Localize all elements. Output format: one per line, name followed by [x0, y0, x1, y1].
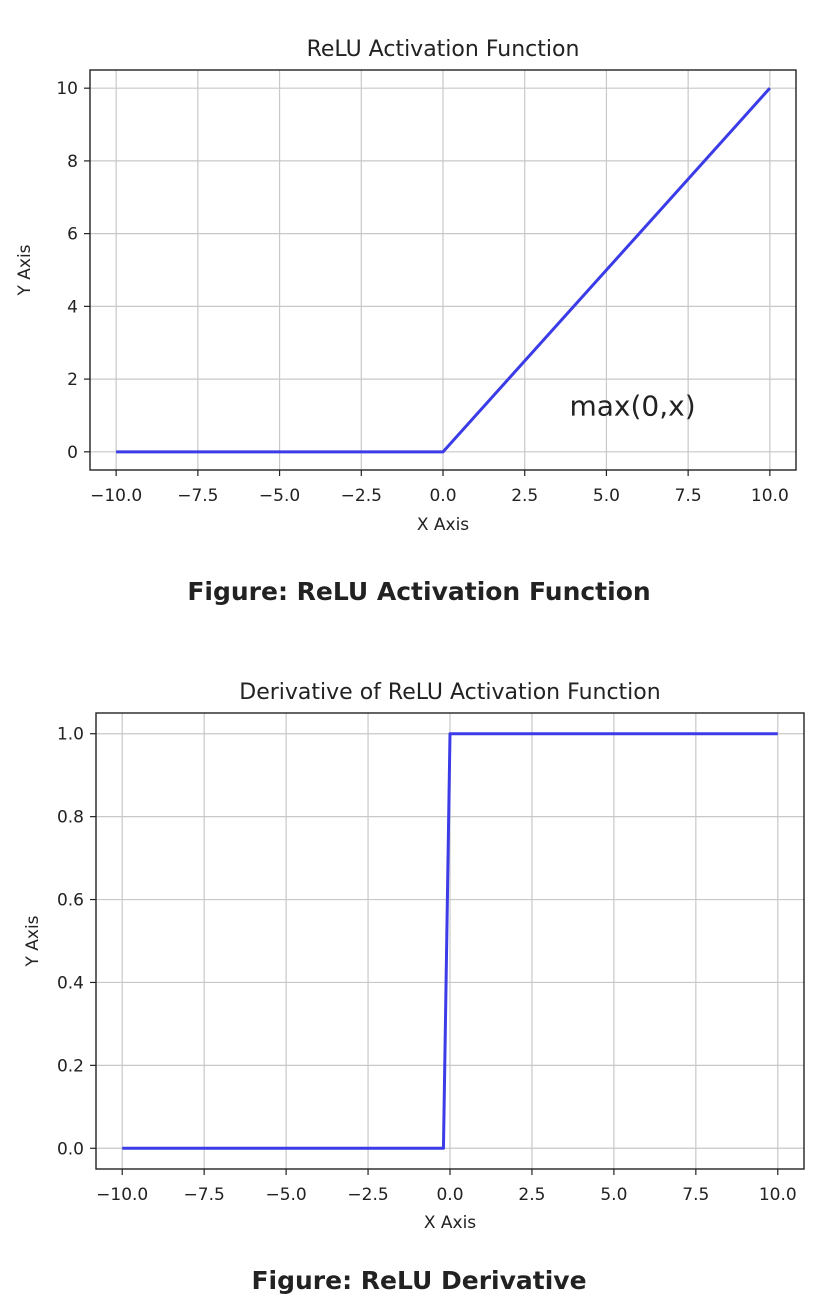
relu-x-tick-label: −7.5 — [177, 486, 218, 506]
relu-derivative-figure-caption: Figure: ReLU Derivative — [251, 1266, 587, 1295]
relu-y-axis-label: Y Axis — [15, 244, 35, 296]
relu-x-tick-label: 7.5 — [675, 486, 702, 506]
relu-x-tick-label: −10.0 — [90, 486, 142, 506]
relu-figure-caption: Figure: ReLU Activation Function — [187, 577, 651, 606]
relu-y-tick-label: 10 — [56, 79, 78, 99]
relu-derivative-y-tick-label: 0.2 — [57, 1056, 84, 1076]
relu-derivative-chart: −10.0 −7.5 −5.0 −2.5 0.0 2.5 5.0 7.5 10.0 0.0 0.2 0… — [23, 680, 805, 1233]
relu-x-axis-label: X Axis — [417, 515, 469, 535]
relu-x-tick-label: −2.5 — [341, 486, 382, 506]
relu-derivative-chart-title: Derivative of ReLU Activation Function — [239, 680, 660, 705]
relu-derivative-y-tick-label: 0.4 — [57, 973, 84, 993]
relu-series-line — [116, 87, 771, 454]
relu-derivative-y-tick-label: 1.0 — [57, 725, 84, 745]
relu-derivative-x-tick-label: −7.5 — [184, 1185, 225, 1205]
relu-derivative-x-axis-label: X Axis — [424, 1213, 476, 1233]
relu-chart-title: ReLU Activation Function — [307, 37, 580, 62]
relu-x-tick-label: 2.5 — [511, 486, 538, 506]
relu-chart: −10.0 −7.5 −5.0 −2.5 0.0 2.5 5.0 7.5 10.0 0 2 4 6 8 10… — [15, 37, 797, 535]
relu-x-tick-label: 5.0 — [593, 486, 620, 506]
relu-derivative-y-tick-label: 0.8 — [57, 808, 84, 828]
relu-annotation: max(0,x) — [570, 389, 696, 422]
relu-y-tick-label: 0 — [67, 443, 78, 463]
relu-derivative-y-axis-label: Y Axis — [23, 915, 43, 967]
relu-y-tick-label: 2 — [67, 370, 78, 390]
relu-y-tick-label: 8 — [67, 152, 78, 172]
relu-x-tick-label: 0.0 — [429, 486, 456, 506]
relu-derivative-x-tick-label: 10.0 — [759, 1185, 797, 1205]
relu-x-tick-label: 10.0 — [751, 486, 789, 506]
relu-derivative-x-tick-label: 5.0 — [600, 1185, 627, 1205]
relu-derivative-x-tick-label: −10.0 — [96, 1185, 148, 1205]
relu-y-tick-label: 4 — [67, 297, 78, 317]
relu-derivative-x-tick-label: 7.5 — [682, 1185, 709, 1205]
relu-x-tick-label: −5.0 — [259, 486, 300, 506]
relu-derivative-x-tick-label: 0.0 — [436, 1185, 463, 1205]
relu-derivative-y-tick-label: 0.0 — [57, 1139, 84, 1159]
relu-derivative-y-tick-label: 0.6 — [57, 891, 84, 911]
relu-y-tick-label: 6 — [67, 225, 78, 245]
relu-derivative-x-tick-label: −5.0 — [265, 1185, 306, 1205]
relu-derivative-x-tick-label: −2.5 — [347, 1185, 388, 1205]
relu-derivative-series-line — [122, 732, 778, 1150]
relu-derivative-x-tick-label: 2.5 — [518, 1185, 545, 1205]
